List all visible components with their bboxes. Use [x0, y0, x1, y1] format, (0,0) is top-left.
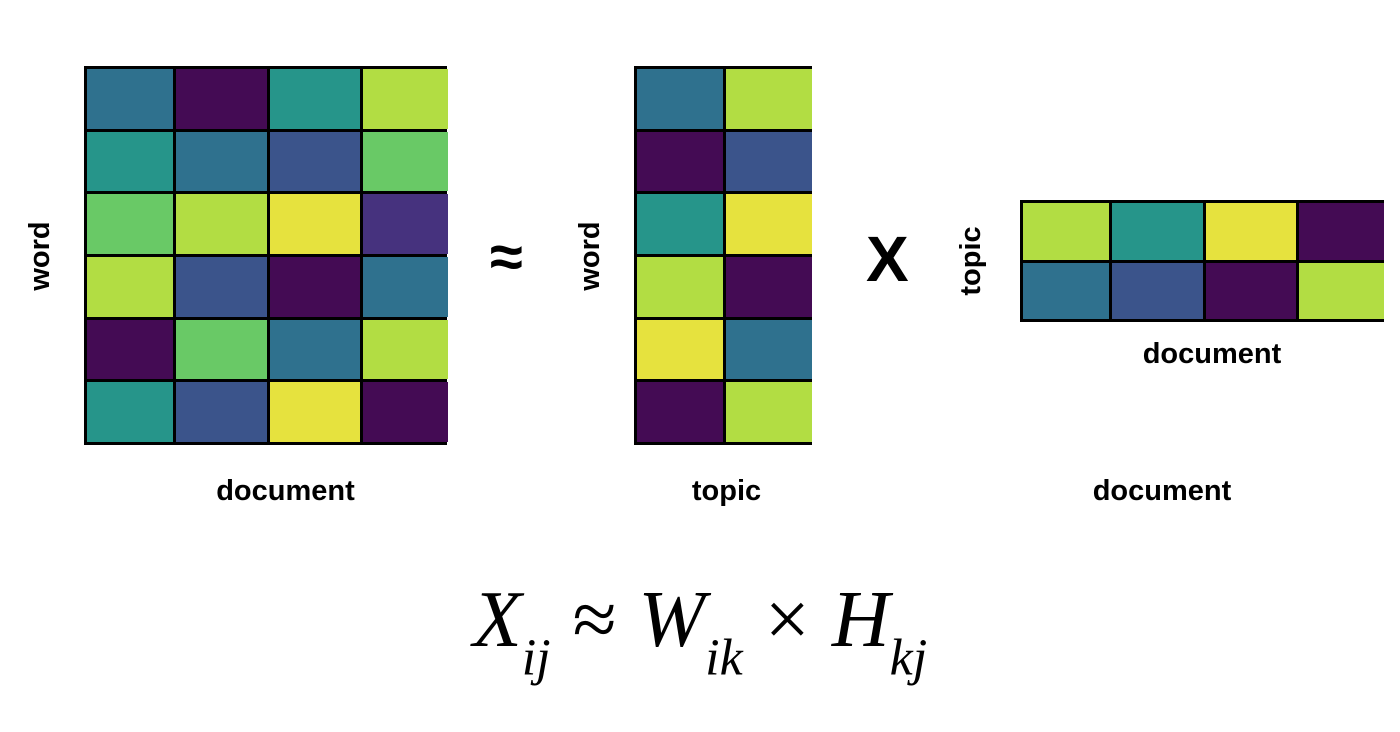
matrix-h — [1020, 200, 1384, 322]
nmf-formula: Xij ≈ Wik × Hkj — [0, 580, 1400, 685]
matrix-x-cell-5-0 — [87, 382, 173, 442]
matrix-x-row-label: word — [24, 221, 56, 291]
matrix-h-cell-1-3 — [1299, 262, 1384, 319]
matrix-w-cell-4-1 — [726, 319, 812, 380]
matrix-w-cell-1-0 — [637, 131, 723, 192]
matrix-h-cell-0-3 — [1299, 203, 1384, 260]
matrix-x-col-label: document — [216, 475, 355, 507]
matrix-x-cell-3-2 — [270, 257, 360, 317]
matrix-h-cell-1-1 — [1112, 262, 1203, 319]
formula-h-sub: kj — [889, 629, 928, 687]
matrix-x-cell-2-2 — [270, 194, 360, 254]
formula-x-sub: ij — [521, 629, 551, 687]
matrix-x-cell-1-1 — [176, 131, 267, 192]
matrix-h-cell-1-0 — [1023, 262, 1109, 319]
matrix-x-cell-3-0 — [87, 257, 173, 317]
matrix-x-cell-1-2 — [270, 131, 360, 192]
matrix-x-cell-1-0 — [87, 131, 173, 192]
matrix-w-cell-3-0 — [637, 257, 723, 317]
matrix-x-cell-2-3 — [363, 194, 448, 254]
bottom-document-label: document — [1092, 475, 1232, 507]
matrix-x-cell-0-3 — [363, 69, 448, 129]
matrix-x-cell-5-1 — [176, 382, 267, 442]
matrix-x-cell-4-3 — [363, 319, 448, 380]
matrix-x-cell-5-3 — [363, 382, 448, 442]
matrix-x-cell-4-0 — [87, 319, 173, 380]
matrix-x-cell-0-2 — [270, 69, 360, 129]
matrix-h-cell-0-0 — [1023, 203, 1109, 260]
matrix-x-cell-4-1 — [176, 319, 267, 380]
matrix-w-cell-0-0 — [637, 69, 723, 129]
matrix-x-cell-3-3 — [363, 257, 448, 317]
formula-approx: ≈ — [572, 576, 617, 664]
matrix-w-cell-0-1 — [726, 69, 812, 129]
matrix-x-cell-2-1 — [176, 194, 267, 254]
matrix-w-cell-3-1 — [726, 257, 812, 317]
formula-w: W — [638, 576, 706, 664]
matrix-h-row-label: topic — [955, 226, 987, 296]
matrix-x-cell-4-2 — [270, 319, 360, 380]
matrix-w-cell-1-1 — [726, 131, 812, 192]
formula-x: X — [472, 576, 522, 664]
matrix-h-col-label: document — [1142, 338, 1282, 370]
matrix-w-cell-4-0 — [637, 319, 723, 380]
matrix-x-cell-0-0 — [87, 69, 173, 129]
matrix-w-cell-5-1 — [726, 382, 812, 442]
approx-operator: ≈ — [490, 223, 523, 290]
matrix-h-cell-0-1 — [1112, 203, 1203, 260]
matrix-x-cell-0-1 — [176, 69, 267, 129]
matrix-w — [634, 66, 812, 445]
matrix-w-cell-2-0 — [637, 194, 723, 254]
formula-h: H — [831, 576, 890, 664]
matrix-h-cell-0-2 — [1206, 203, 1296, 260]
matrix-w-cell-5-0 — [637, 382, 723, 442]
matrix-x-cell-1-3 — [363, 131, 448, 192]
matrix-w-col-label: topic — [691, 475, 762, 507]
matrix-w-cell-2-1 — [726, 194, 812, 254]
formula-times: × — [764, 576, 810, 664]
formula-w-sub: ik — [705, 629, 743, 687]
matrix-x-cell-5-2 — [270, 382, 360, 442]
matrix-x-cell-3-1 — [176, 257, 267, 317]
times-operator: X — [866, 223, 909, 295]
matrix-x — [84, 66, 448, 445]
matrix-x-cell-2-0 — [87, 194, 173, 254]
matrix-w-row-label: word — [574, 221, 606, 291]
matrix-h-cell-1-2 — [1206, 262, 1296, 319]
